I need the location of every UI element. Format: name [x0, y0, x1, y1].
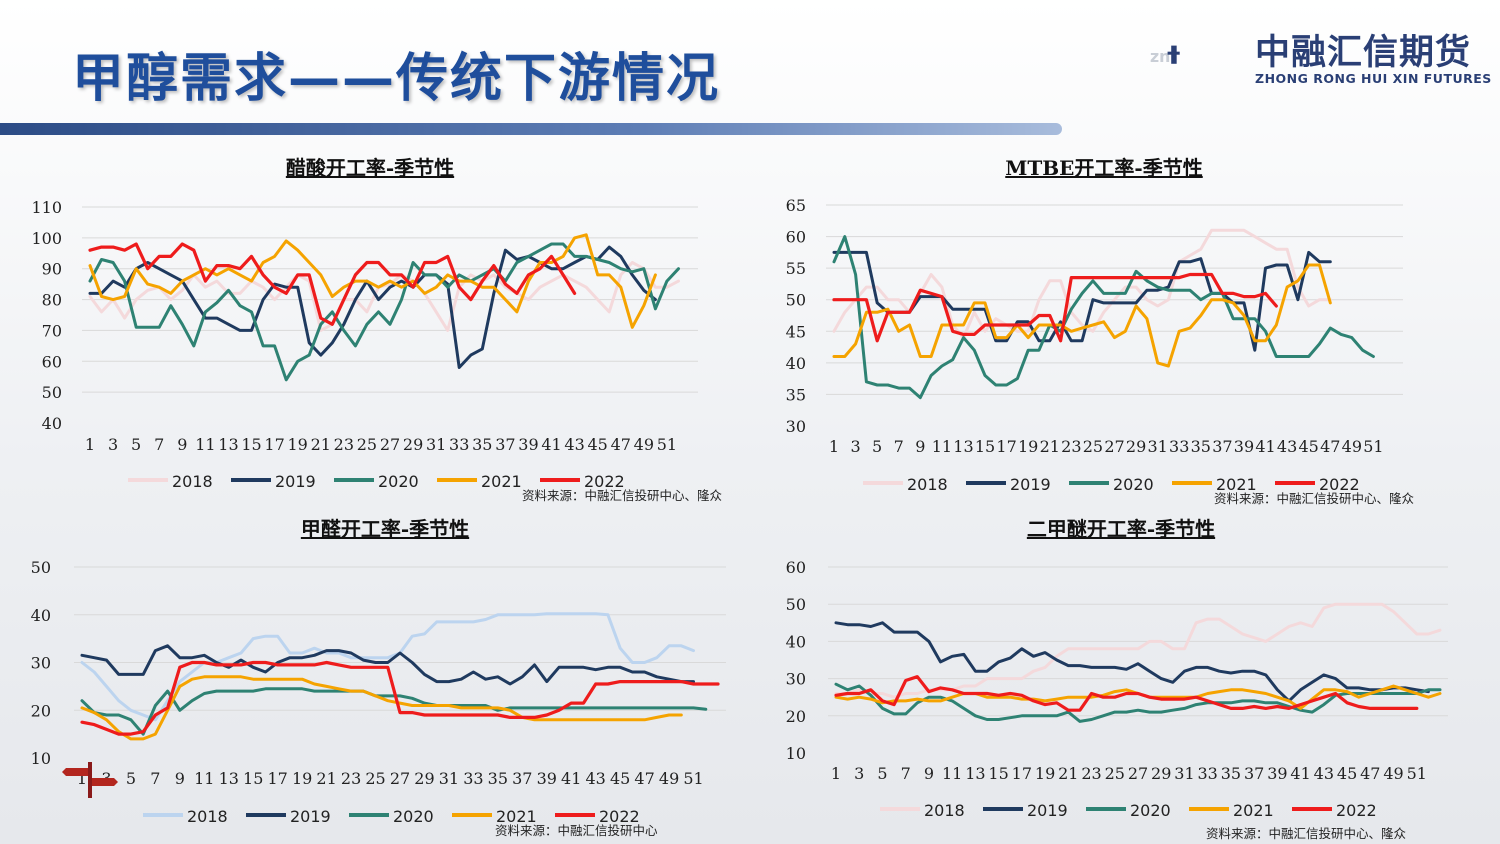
chart-title-mtbe: MTBE开工率-季节性 — [1005, 156, 1203, 180]
logo-english-name: ZHONG RONG HUI XIN FUTURES — [1255, 71, 1492, 86]
page-title: 甲醇需求——传统下游情况 — [72, 49, 721, 109]
source-note-mtbe: 资料来源：中融汇信投研中心、隆众 — [1214, 491, 1415, 506]
chart-title-acetic: 醋酸开工率-季节性 — [285, 156, 455, 180]
chart-title-dme: 二甲醚开工率-季节性 — [1026, 517, 1216, 541]
chart-title-formaldehyde: 甲醛开工率-季节性 — [300, 517, 470, 541]
title-underline-bar — [0, 123, 1062, 135]
logo-f-bar — [1167, 51, 1180, 55]
source-note-dme: 资料来源：中融汇信投研中心、隆众 — [1206, 826, 1407, 841]
signpost-icon — [62, 762, 118, 798]
company-logo-mark: zn — [1150, 45, 1180, 66]
source-note-formaldehyde: 资料来源：中融汇信投研中心 — [495, 823, 658, 838]
logo-chinese-name: 中融汇信期货 — [1255, 33, 1472, 73]
source-note-acetic: 资料来源：中融汇信投研中心、隆众 — [522, 488, 723, 503]
logo-znf-text: zn — [1150, 47, 1170, 66]
